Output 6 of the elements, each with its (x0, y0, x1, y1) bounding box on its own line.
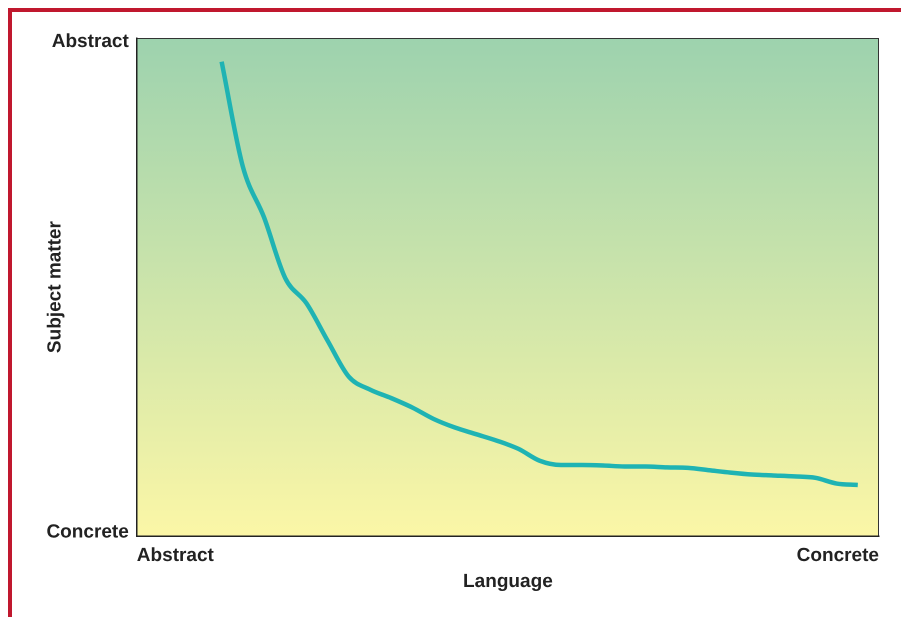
text: Abstract (136, 544, 215, 566)
text: Concrete (46, 521, 129, 542)
x-axis-title: Language (463, 570, 553, 592)
text: Abstract (52, 31, 130, 52)
y-axis-title: Subject matter (44, 220, 66, 354)
text: Concrete (796, 544, 879, 566)
